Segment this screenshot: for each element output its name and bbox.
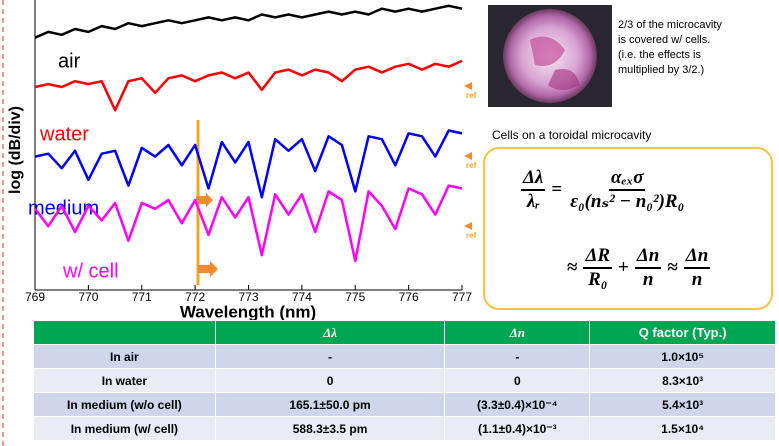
table-cell: In medium (w/ cell)	[33, 416, 216, 441]
header-row: Δλ Δn Q factor (Typ.)	[33, 320, 776, 345]
results-table: Δλ Δn Q factor (Typ.) In air - -1.0×10⁵ In wa…	[33, 320, 776, 441]
header-cell: Δλ	[214, 320, 446, 345]
eq-term: Δn	[634, 245, 662, 269]
arrow	[196, 193, 213, 207]
table-row: In medium (w/o cell) 165.1±50.0 pm (3.3±0.…	[33, 392, 776, 417]
equation-1: Δλ λᵣ = αₑₓσ ε₀(nₛ² − n₀²)R₀	[521, 167, 686, 213]
eq-term: ε₀(nₛ² − n₀²)R₀	[570, 191, 685, 212]
eq-term: n	[642, 269, 654, 290]
table-cell: 588.3±3.5 pm	[214, 416, 446, 441]
trace-label: w/ cell	[62, 260, 119, 282]
eq-sign: +	[618, 257, 629, 278]
eq-sign: ≈	[667, 257, 678, 278]
trace	[34, 59, 463, 112]
equation-2: ≈ ΔR R₀ + Δn n ≈ Δn n	[567, 245, 711, 291]
table-cell: 1.5×10⁴	[589, 416, 776, 441]
table-body: In air - -1.0×10⁵ In water 0 0 8.3×10³ In mediu…	[33, 344, 776, 441]
table-row: In air - -1.0×10⁵	[33, 344, 776, 369]
photo-caption: 2/3 of the microcavity is covered w/ cel…	[618, 18, 722, 78]
trace-label: water	[39, 123, 89, 145]
table-cell: -	[214, 344, 446, 369]
table-cell: 0	[444, 368, 591, 393]
eq-term: R₀	[588, 269, 608, 290]
x-tick-label: 770	[78, 290, 98, 304]
table-cell: -	[444, 344, 591, 369]
annotation: ref	[466, 161, 477, 170]
x-label: Wavelength (nm)	[180, 302, 316, 321]
x-tick-label: 773	[238, 290, 258, 304]
table-cell: 165.1±50.0 pm	[214, 392, 446, 417]
header-cell: Δn	[444, 320, 591, 345]
x-tick-label: 774	[292, 290, 312, 304]
arrow	[464, 222, 472, 230]
eq-term: Δλ	[521, 167, 546, 191]
table-row: In medium (w/ cell) 588.3±3.5 pm (1.1±0.4)…	[33, 416, 776, 441]
table-cell: 8.3×10³	[589, 368, 776, 393]
table-cell: (1.1±0.4)×10⁻³	[444, 416, 591, 441]
table-cell: 1.0×10⁵	[589, 344, 776, 369]
trace	[34, 129, 463, 199]
x-tick-label: 772	[185, 290, 205, 304]
header-cell	[33, 320, 216, 345]
annotation: ref	[466, 91, 477, 100]
arrow	[198, 261, 218, 277]
arrow	[464, 82, 472, 90]
header-cell: Q factor (Typ.)	[589, 320, 776, 345]
photo-cell	[530, 36, 565, 66]
x-tick-label: 776	[399, 290, 419, 304]
y-label: log (dB/div)	[7, 106, 24, 194]
trace-label: air	[58, 50, 81, 72]
photo-title: Cells on a toroidal microcavity	[492, 128, 652, 142]
x-tick-label: 769	[25, 290, 45, 304]
equation-box: Δλ λᵣ = αₑₓσ ε₀(nₛ² − n₀²)R₀ ≈ ΔR R₀ + Δn n …	[483, 147, 773, 310]
x-tick-label: 775	[345, 290, 365, 304]
eq-term: n	[691, 269, 703, 290]
arrow	[464, 152, 472, 160]
eq-term: λᵣ	[526, 191, 540, 212]
caption-line: 2/3 of the microcavity	[618, 19, 722, 31]
table-cell: 5.4×10³	[589, 392, 776, 417]
annotation: ref	[466, 231, 477, 240]
trace	[34, 4, 463, 39]
x-tick-label: 777	[452, 290, 472, 304]
table-cell: 0	[214, 368, 446, 393]
caption-line: multiplied by 3/2.)	[618, 64, 705, 76]
table-cell: In air	[33, 344, 216, 369]
eq-term: Δn	[683, 245, 711, 269]
table-cell: In medium (w/o cell)	[33, 392, 216, 417]
table-cell: In water	[33, 368, 216, 393]
eq-sign: =	[551, 179, 563, 200]
caption-line: (i.e. the effects is	[618, 49, 701, 61]
photo-cell	[548, 69, 580, 90]
caption-line: is covered w/ cells.	[618, 34, 711, 46]
eq-term: αₑₓσ	[608, 167, 646, 191]
x-tick-label: 771	[132, 290, 152, 304]
eq-sign: ≈	[567, 257, 578, 278]
trace	[34, 184, 463, 263]
eq-term: ΔR	[583, 245, 613, 269]
table-row: In water 0 0 8.3×10³	[33, 368, 776, 393]
table-cell: (3.3±0.4)×10⁻⁴	[444, 392, 591, 417]
